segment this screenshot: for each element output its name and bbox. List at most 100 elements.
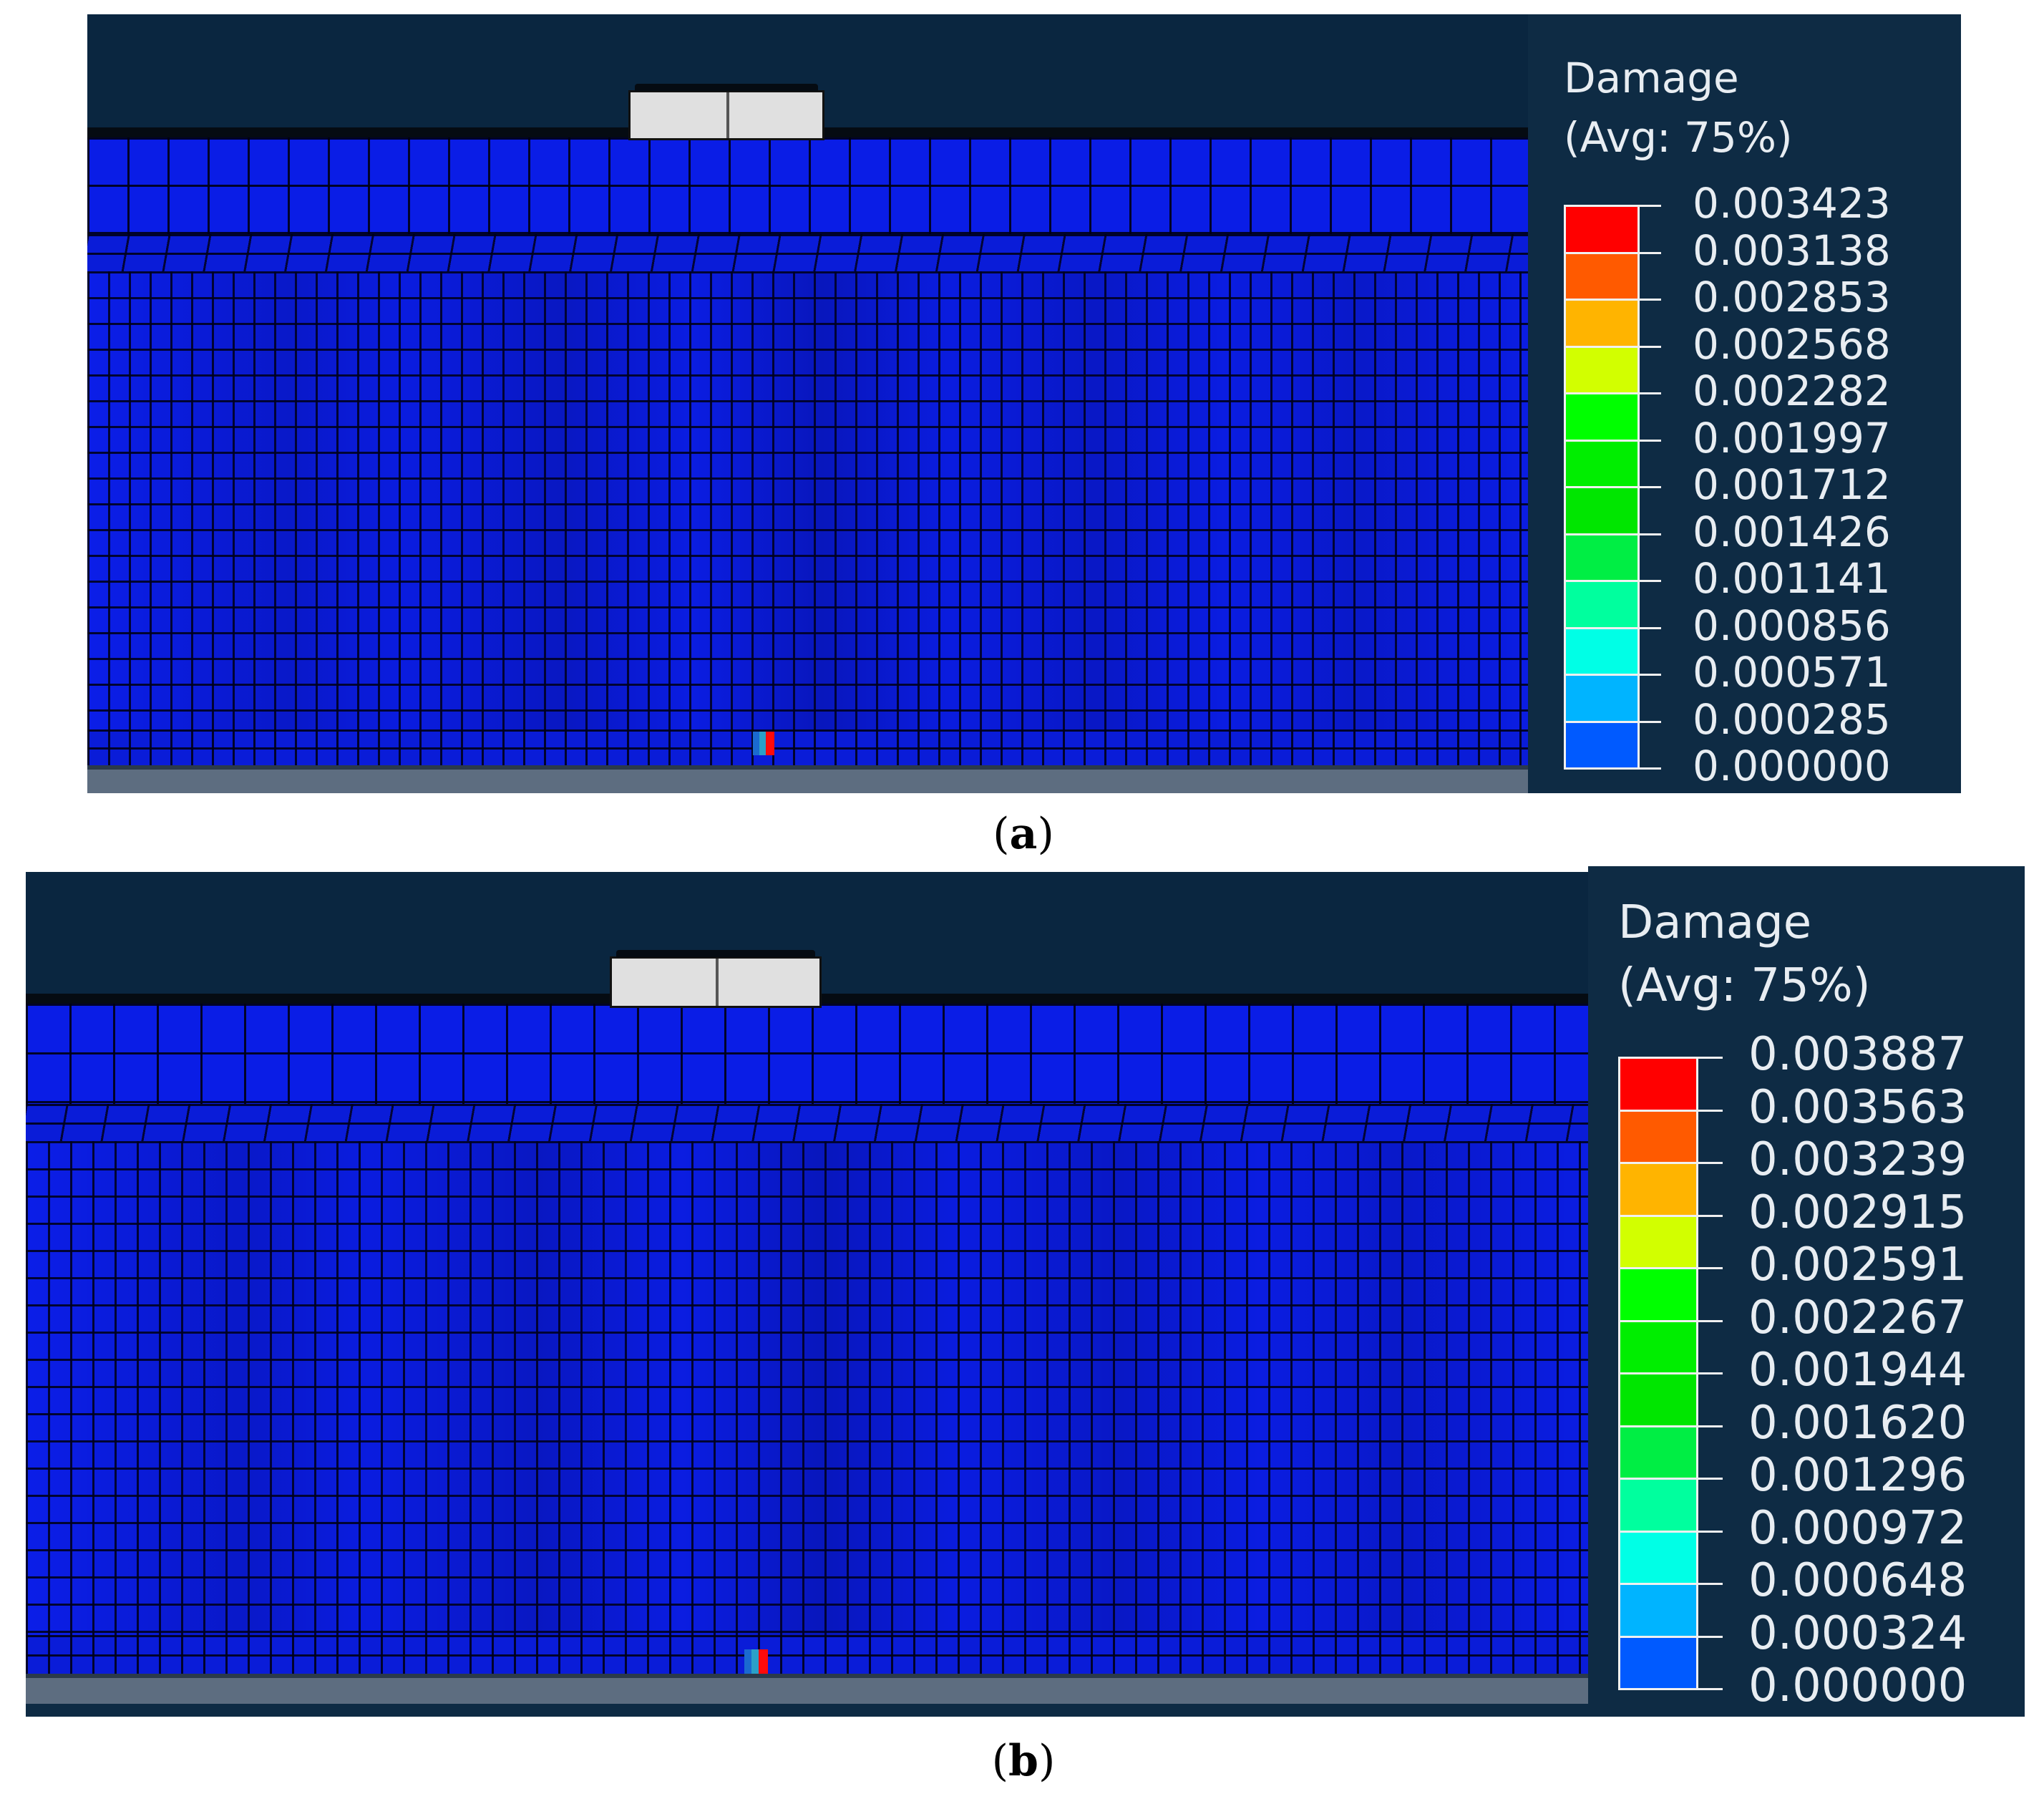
legend-value-6: 0.001997 [1693,413,1891,462]
legend-tick-8 [1640,533,1661,535]
legend-tick-7 [1640,486,1661,488]
transition-layer-mesh-b [26,1104,1588,1141]
legend-value-8: 0.001426 [1693,507,1891,556]
legend-tick-4 [1698,1214,1723,1217]
legend-tick-2 [1640,251,1661,254]
legend-tick-9 [1640,580,1661,582]
legend-value-5: 0.002591 [1748,1238,1967,1292]
legend-swatch-12 [1618,1635,1698,1690]
legend-title-b: Damage [1618,896,1812,949]
legend-value-10: 0.000972 [1748,1501,1967,1555]
legend-value-2: 0.003563 [1748,1080,1967,1134]
legend-value-9: 0.001141 [1693,554,1891,603]
legend-value-11: 0.000571 [1693,648,1891,697]
legend-swatch-4 [1618,1214,1698,1269]
legend-swatch-10 [1618,1530,1698,1585]
legend-tick-6 [1698,1319,1723,1322]
legend-subtitle-a: (Avg: 75%) [1564,113,1793,162]
legend-swatch-1 [1618,1057,1698,1112]
legend-tick-13 [1640,767,1661,770]
legend-value-7: 0.001712 [1693,460,1891,510]
legend-tick-11 [1698,1583,1723,1585]
bottom-row-mesh-a [87,729,1528,765]
legend-value-4: 0.002915 [1748,1185,1967,1239]
fe-model-view-a [87,14,1528,793]
legend-value-10: 0.000856 [1693,601,1891,650]
legend-tick-1 [1698,1057,1723,1059]
legend-tick-8 [1698,1425,1723,1427]
legend-value-5: 0.002282 [1693,367,1891,416]
legend-tick-7 [1698,1372,1723,1374]
legend-swatch-2 [1564,251,1640,301]
legend-swatch-11 [1564,674,1640,723]
damage-element-blue-a [753,732,759,755]
legend-tick-12 [1698,1635,1723,1638]
legend-tick-5 [1640,392,1661,394]
legend-value-3: 0.003239 [1748,1133,1967,1187]
legend-value-6: 0.002267 [1748,1291,1967,1344]
base-edge-a [87,765,1528,770]
legend-swatch-4 [1564,345,1640,394]
legend-swatch-6 [1618,1319,1698,1374]
legend-value-1: 0.003887 [1748,1028,1967,1082]
legend-value-4: 0.002568 [1693,319,1891,369]
legend-tick-3 [1698,1162,1723,1164]
legend-tick-1 [1640,205,1661,207]
base-plate-a [87,770,1528,793]
legend-tick-5 [1698,1267,1723,1269]
legend-swatch-8 [1564,533,1640,582]
damage-element-red-a [766,732,774,755]
legend-b: Damage (Avg: 75%) 0.003887 0.003563 0.0032… [1588,866,2025,1717]
legend-tick-11 [1640,674,1661,676]
legend-swatch-2 [1618,1109,1698,1164]
legend-tick-4 [1640,345,1661,348]
legend-value-9: 0.001296 [1748,1449,1967,1503]
legend-swatch-1 [1564,205,1640,254]
legend-tick-10 [1698,1530,1723,1533]
loading-plate-b [610,950,822,1008]
legend-swatch-3 [1564,299,1640,348]
caption-b: (b) [991,1736,1056,1786]
legend-tick-6 [1640,439,1661,442]
legend-swatch-12 [1564,720,1640,770]
legend-value-7: 0.001944 [1748,1344,1967,1397]
base-layer-mesh-a [87,271,1528,729]
legend-value-1: 0.003423 [1693,179,1891,228]
legend-swatch-10 [1564,626,1640,676]
damage-element-cyan-a [759,732,766,755]
base-edge-b [26,1674,1588,1678]
legend-swatch-7 [1564,486,1640,535]
legend-tick-13 [1698,1688,1723,1690]
legend-swatch-3 [1618,1162,1698,1217]
legend-swatch-8 [1618,1425,1698,1480]
caption-a: (a) [993,809,1054,859]
transition-layer-mesh-a [87,234,1528,271]
damage-element-cyan-b [751,1649,759,1674]
legend-value-12: 0.000324 [1748,1606,1967,1660]
legend-tick-2 [1698,1109,1723,1112]
surface-layer-mesh-b [26,1004,1588,1104]
legend-value-13: 0.000000 [1748,1659,1967,1713]
legend-value-13: 0.000000 [1693,742,1891,791]
legend-tick-9 [1698,1478,1723,1480]
legend-value-12: 0.000285 [1693,694,1891,744]
legend-subtitle-b: (Avg: 75%) [1618,959,1871,1012]
legend-value-3: 0.002853 [1693,273,1891,322]
damage-element-blue-b [744,1649,751,1674]
legend-swatch-9 [1564,580,1640,629]
legend-tick-10 [1640,626,1661,629]
legend-value-2: 0.003138 [1693,226,1891,275]
base-layer-mesh-b [26,1141,1588,1635]
legend-tick-3 [1640,299,1661,301]
legend-swatch-6 [1564,439,1640,488]
legend-swatch-7 [1618,1372,1698,1427]
legend-value-11: 0.000648 [1748,1554,1967,1608]
base-plate-b [26,1678,1588,1704]
bottom-row-mesh-b [26,1635,1588,1674]
legend-title-a: Damage [1564,54,1739,102]
legend-tick-12 [1640,720,1661,723]
fe-model-view-b [26,872,1588,1717]
legend-swatch-9 [1618,1478,1698,1533]
legend-swatch-5 [1564,392,1640,442]
legend-swatch-11 [1618,1583,1698,1638]
